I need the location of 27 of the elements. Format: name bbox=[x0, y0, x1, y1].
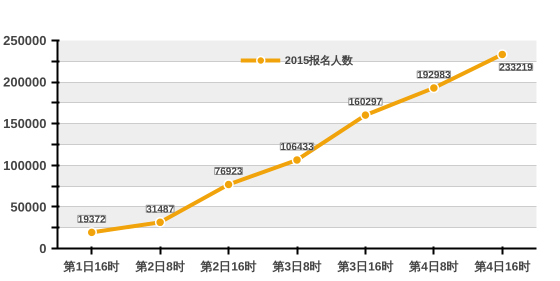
point bbox=[360, 110, 371, 120]
x-tick-label: 第3日8时 bbox=[271, 260, 322, 274]
legend-label: 2015报名人数 bbox=[284, 54, 354, 68]
point bbox=[497, 49, 508, 60]
data-label: 233219 bbox=[499, 62, 534, 74]
x-tick-label: 第1日16时 bbox=[62, 260, 120, 274]
data-label: 76923 bbox=[214, 166, 243, 178]
y-tick-label: 0 bbox=[39, 241, 47, 256]
data-label: 106433 bbox=[280, 142, 314, 153]
data-label: 31487 bbox=[146, 204, 174, 216]
y-tick-label: 250000 bbox=[3, 33, 47, 48]
point bbox=[154, 217, 166, 228]
x-tick-label: 第2日8时 bbox=[134, 260, 185, 274]
x-tick-label: 第4日16时 bbox=[473, 260, 530, 274]
y-tick-label: 50000 bbox=[10, 199, 47, 214]
x-tick-label: 第4日8时 bbox=[408, 260, 459, 274]
y-tick-label: 100000 bbox=[3, 158, 47, 173]
point bbox=[292, 154, 302, 166]
data-label: 192983 bbox=[417, 70, 451, 81]
data-label: 19372 bbox=[78, 214, 106, 226]
y-tick-label: 200000 bbox=[3, 74, 47, 90]
x-tick-label: 第2日16时 bbox=[200, 260, 257, 274]
x-tick-label: 第3日16时 bbox=[336, 260, 394, 274]
data-label: 160297 bbox=[348, 97, 383, 108]
point bbox=[223, 179, 234, 190]
point bbox=[428, 82, 440, 94]
y-tick-label: 150000 bbox=[3, 116, 47, 132]
